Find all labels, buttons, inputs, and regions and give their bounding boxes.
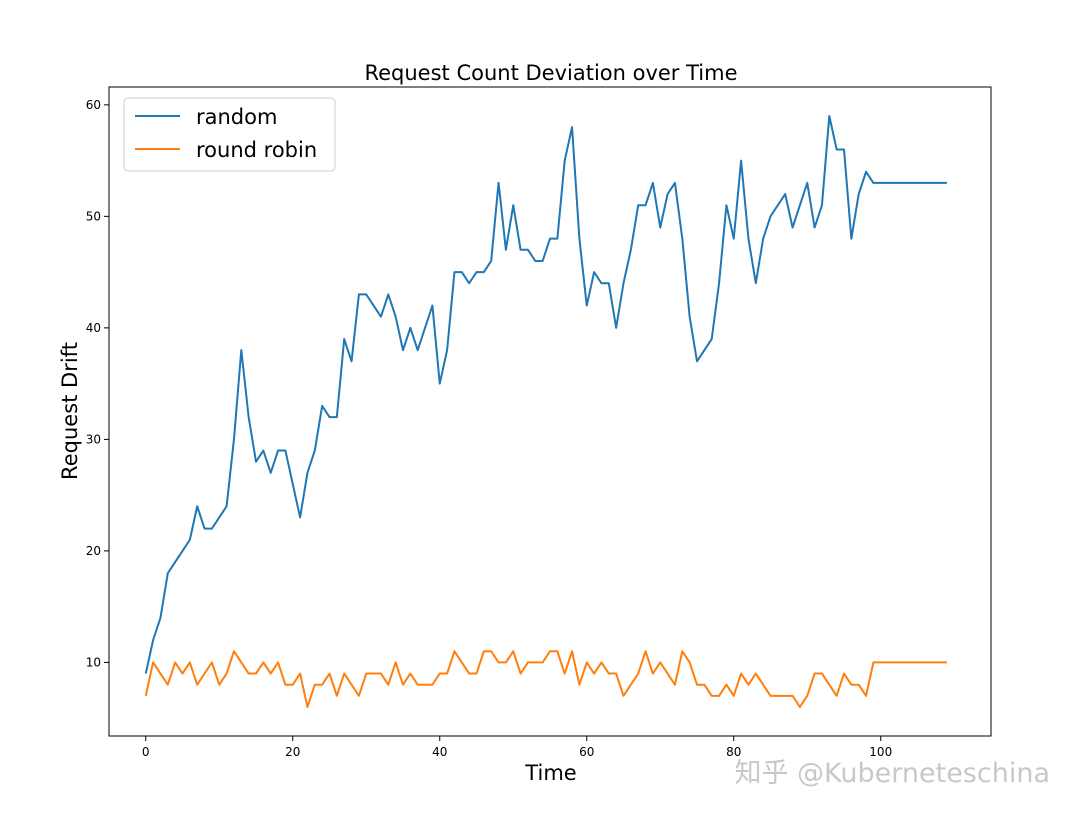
x-tick-label: 0: [142, 745, 150, 759]
x-axis-label: Time: [524, 761, 576, 785]
legend-label-round-robin: round robin: [196, 138, 317, 162]
plot-frame: [108, 86, 992, 737]
series-line-random: [144, 114, 947, 674]
series-line-round-robin: [144, 650, 947, 709]
legend-label-random: random: [196, 105, 277, 129]
x-tick-label: 40: [432, 745, 447, 759]
x-tick-label: 100: [869, 745, 892, 759]
chart-title: Request Count Deviation over Time: [364, 61, 737, 85]
plot-area: 0 20 40 60 80 100 10 20 30 40 50 60: [86, 98, 947, 759]
y-tick-label: 50: [86, 209, 101, 223]
y-tick-label: 40: [86, 321, 101, 335]
x-tick-label: 60: [579, 745, 594, 759]
legend: random round robin: [123, 97, 336, 172]
watermark: 知乎 @Kuberneteschina: [734, 758, 1050, 789]
x-tick-label: 20: [285, 745, 300, 759]
y-tick-label: 60: [86, 98, 101, 112]
y-tick-label: 30: [86, 432, 101, 446]
y-tick-label: 10: [86, 655, 101, 669]
y-axis-label: Request Drift: [58, 342, 82, 480]
x-tick-label: 80: [726, 745, 741, 759]
y-tick-label: 20: [86, 544, 101, 558]
